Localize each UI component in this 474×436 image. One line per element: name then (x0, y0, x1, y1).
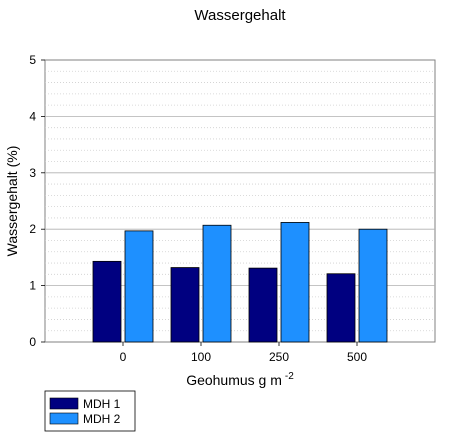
y-tick-label: 4 (29, 109, 36, 123)
y-tick-label: 3 (29, 166, 36, 180)
legend-swatch-mdh2 (49, 412, 79, 425)
legend-label-mdh1: MDH 1 (83, 397, 121, 411)
y-axis: 0 1 2 3 4 5 (29, 53, 45, 349)
legend: MDH 1 MDH 2 (44, 390, 136, 432)
bar-mdh1-0 (92, 260, 122, 343)
legend-swatch-mdh1 (49, 397, 79, 410)
bar-mdh1-500 (326, 273, 356, 343)
x-tick-label: 0 (120, 350, 127, 364)
y-tick-label: 1 (29, 279, 36, 293)
legend-label-mdh2: MDH 2 (83, 412, 121, 426)
x-axis-label: Geohumus g m -2 (186, 371, 294, 388)
bar-mdh1-250 (248, 267, 278, 343)
y-axis-label: Wassergehalt (%) (4, 146, 20, 257)
y-tick-label: 5 (29, 53, 36, 67)
legend-box (44, 390, 136, 432)
bar-mdh2-250 (280, 222, 310, 343)
x-tick-label: 100 (191, 350, 211, 364)
x-axis: 0 100 250 500 (120, 342, 367, 364)
x-tick-label: 500 (347, 350, 367, 364)
y-tick-label: 2 (29, 222, 36, 236)
bar-mdh2-100 (202, 224, 232, 343)
bars (92, 222, 388, 343)
y-tick-label: 0 (29, 335, 36, 349)
bar-mdh1-100 (170, 267, 200, 343)
bar-mdh2-0 (124, 230, 154, 343)
grid-lines (45, 70, 435, 332)
chart-title: Wassergehalt (194, 7, 286, 24)
x-tick-label: 250 (269, 350, 289, 364)
bar-mdh2-500 (358, 228, 388, 343)
x-axis-label-exponent: -2 (285, 371, 294, 382)
x-axis-label-main: Geohumus g m (186, 372, 282, 388)
